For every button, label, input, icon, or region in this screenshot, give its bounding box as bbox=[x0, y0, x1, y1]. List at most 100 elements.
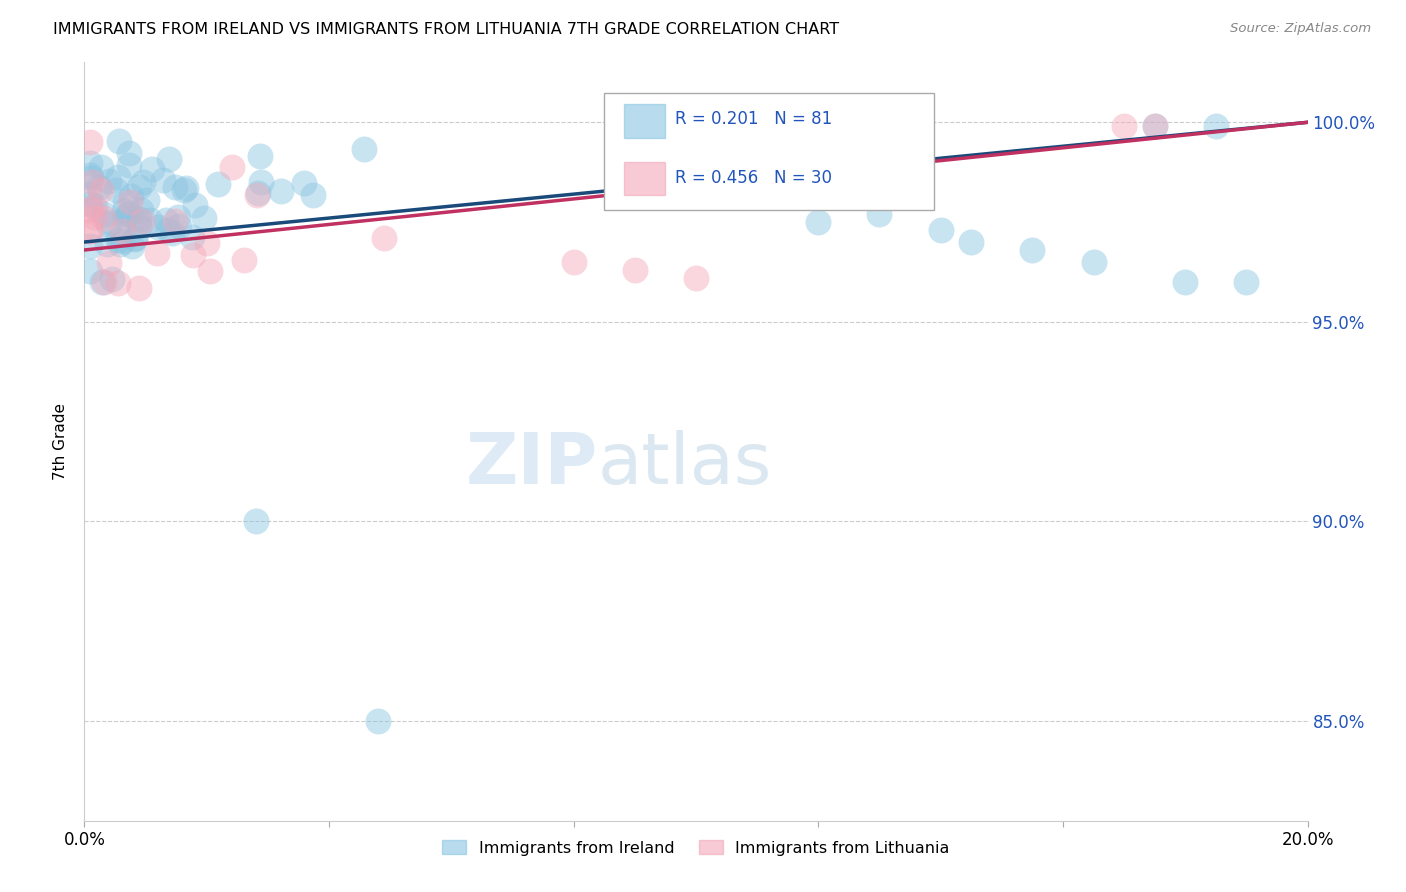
Point bbox=[107, 233, 129, 247]
Point bbox=[195, 235, 218, 250]
Point bbox=[301, 188, 323, 202]
Y-axis label: 7th Grade: 7th Grade bbox=[53, 403, 69, 480]
Point bbox=[114, 211, 136, 226]
Point bbox=[118, 194, 141, 209]
Point bbox=[79, 135, 101, 149]
Point bbox=[132, 175, 155, 189]
Point bbox=[82, 200, 104, 214]
Point bbox=[79, 168, 101, 182]
Point bbox=[1236, 275, 1258, 289]
Point bbox=[373, 231, 395, 245]
Text: IMMIGRANTS FROM IRELAND VS IMMIGRANTS FROM LITHUANIA 7TH GRADE CORRELATION CHART: IMMIGRANTS FROM IRELAND VS IMMIGRANTS FR… bbox=[53, 22, 839, 37]
Point bbox=[80, 171, 103, 186]
Point bbox=[367, 714, 389, 728]
Point bbox=[87, 179, 110, 194]
FancyBboxPatch shape bbox=[624, 104, 665, 137]
Point bbox=[105, 183, 128, 197]
FancyBboxPatch shape bbox=[605, 93, 935, 211]
Point bbox=[91, 275, 114, 289]
Point bbox=[131, 214, 153, 228]
Point bbox=[79, 224, 101, 238]
Text: atlas: atlas bbox=[598, 430, 772, 499]
Point bbox=[156, 222, 179, 236]
Point bbox=[128, 219, 150, 233]
Point bbox=[114, 194, 136, 208]
Point bbox=[166, 210, 188, 224]
Point bbox=[1143, 120, 1166, 134]
Point bbox=[167, 219, 190, 234]
Point bbox=[79, 156, 101, 170]
Point bbox=[180, 230, 202, 244]
Point bbox=[96, 236, 118, 251]
Point bbox=[107, 134, 129, 148]
Point bbox=[249, 149, 271, 163]
Point bbox=[174, 180, 197, 194]
Point bbox=[108, 237, 131, 252]
Point bbox=[97, 217, 120, 231]
Point bbox=[207, 177, 229, 191]
Point bbox=[249, 175, 271, 189]
Point bbox=[121, 239, 143, 253]
Point bbox=[124, 232, 146, 246]
Point bbox=[245, 514, 267, 528]
Point bbox=[93, 211, 115, 225]
Point bbox=[100, 215, 122, 229]
Point bbox=[246, 188, 269, 202]
Point bbox=[83, 211, 105, 225]
Point bbox=[141, 161, 163, 176]
Point bbox=[184, 198, 207, 212]
Point bbox=[247, 186, 270, 201]
Point bbox=[98, 256, 121, 270]
Point bbox=[124, 231, 146, 245]
Point bbox=[82, 175, 104, 189]
Point bbox=[120, 188, 142, 202]
Point bbox=[1114, 120, 1136, 134]
Point bbox=[148, 219, 170, 234]
Point bbox=[173, 183, 195, 197]
Point bbox=[93, 275, 115, 289]
Point bbox=[165, 179, 187, 194]
Point bbox=[869, 207, 891, 221]
Text: ZIP: ZIP bbox=[465, 430, 598, 499]
Point bbox=[79, 196, 101, 211]
Point bbox=[117, 146, 139, 161]
Point bbox=[270, 184, 292, 198]
Point bbox=[624, 263, 647, 277]
Point bbox=[93, 207, 115, 221]
Point bbox=[79, 186, 101, 201]
Point bbox=[960, 235, 983, 249]
Point bbox=[807, 215, 830, 229]
Point bbox=[98, 173, 121, 187]
Legend: Immigrants from Ireland, Immigrants from Lithuania: Immigrants from Ireland, Immigrants from… bbox=[436, 833, 956, 862]
Point bbox=[128, 281, 150, 295]
Point bbox=[101, 271, 124, 285]
Point bbox=[79, 202, 101, 217]
Point bbox=[929, 223, 952, 237]
FancyBboxPatch shape bbox=[624, 161, 665, 195]
Point bbox=[107, 277, 129, 291]
Point bbox=[157, 152, 180, 166]
Point bbox=[163, 214, 186, 228]
Point bbox=[155, 212, 177, 227]
Point bbox=[122, 211, 145, 226]
Point bbox=[353, 142, 375, 156]
Point bbox=[111, 224, 134, 238]
Point bbox=[117, 158, 139, 172]
Point bbox=[90, 183, 112, 197]
Point bbox=[152, 173, 174, 187]
Point bbox=[128, 179, 150, 194]
Point bbox=[1205, 120, 1227, 134]
Point bbox=[79, 224, 101, 238]
Point bbox=[128, 212, 150, 227]
Point bbox=[83, 199, 105, 213]
Point bbox=[1021, 243, 1043, 257]
Point bbox=[1143, 120, 1166, 134]
Point bbox=[200, 264, 222, 278]
Point bbox=[118, 206, 141, 220]
Point bbox=[112, 203, 135, 218]
Point bbox=[146, 246, 169, 260]
Point bbox=[79, 238, 101, 252]
Point bbox=[90, 160, 112, 174]
Point bbox=[233, 252, 256, 267]
Text: R = 0.456   N = 30: R = 0.456 N = 30 bbox=[675, 169, 832, 186]
